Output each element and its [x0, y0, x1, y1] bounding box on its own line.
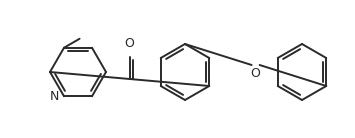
Text: O: O: [125, 37, 135, 50]
Text: N: N: [50, 90, 59, 103]
Text: O: O: [251, 67, 261, 80]
